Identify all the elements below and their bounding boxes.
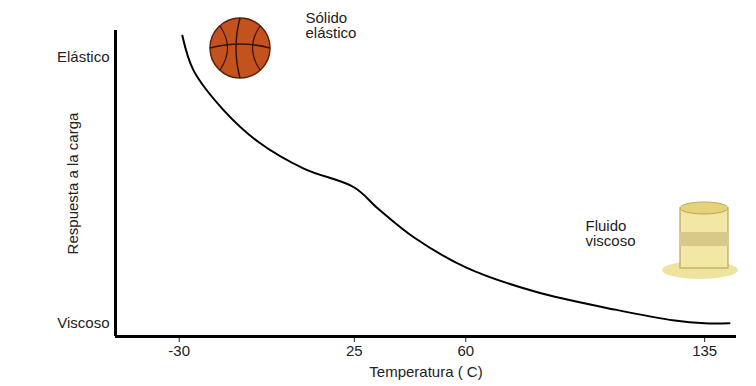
svg-text:135: 135 bbox=[692, 342, 717, 359]
svg-text:Elástico: Elástico bbox=[57, 48, 110, 65]
svg-text:Temperatura ( C): Temperatura ( C) bbox=[369, 363, 482, 380]
svg-text:Respuesta a la carga: Respuesta a la carga bbox=[64, 112, 81, 254]
svg-text:25: 25 bbox=[346, 342, 363, 359]
svg-text:60: 60 bbox=[457, 342, 474, 359]
svg-text:Fluidoviscoso: Fluidoviscoso bbox=[586, 217, 636, 249]
svg-text:-30: -30 bbox=[168, 342, 190, 359]
svg-text:Sólidoelástico: Sólidoelástico bbox=[306, 9, 357, 41]
svg-text:Viscoso: Viscoso bbox=[57, 314, 109, 331]
